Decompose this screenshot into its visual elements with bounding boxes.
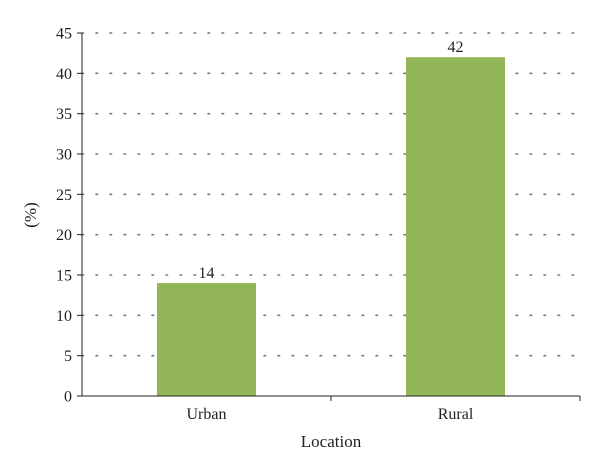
y-tick-label: 0 (64, 389, 72, 406)
data-label: 42 (448, 39, 464, 56)
y-tick-label: 25 (56, 187, 72, 204)
labels: 0 5 10 15 20 25 30 35 40 45 Urban 14 Rural 42 (56, 26, 474, 424)
y-tick-label: 35 (56, 106, 72, 123)
bars (157, 57, 505, 396)
gridlines (81, 32, 581, 357)
y-tick-label: 30 (56, 147, 72, 164)
y-tick-label: 5 (64, 348, 72, 365)
y-axis-title: (%) (21, 202, 40, 227)
bar-urban (157, 283, 256, 396)
y-tick-label: 40 (56, 66, 72, 83)
data-label: 14 (199, 265, 215, 282)
y-tick-label: 10 (56, 308, 72, 325)
x-axis-title: Location (301, 432, 362, 451)
y-tick-label: 45 (56, 26, 72, 43)
axes (77, 32, 581, 401)
x-tick-label: Rural (438, 406, 474, 423)
y-tick-label: 15 (56, 268, 72, 285)
x-tick-label: Urban (187, 406, 227, 423)
bar-rural (406, 57, 505, 396)
y-tick-label: 20 (56, 227, 72, 244)
